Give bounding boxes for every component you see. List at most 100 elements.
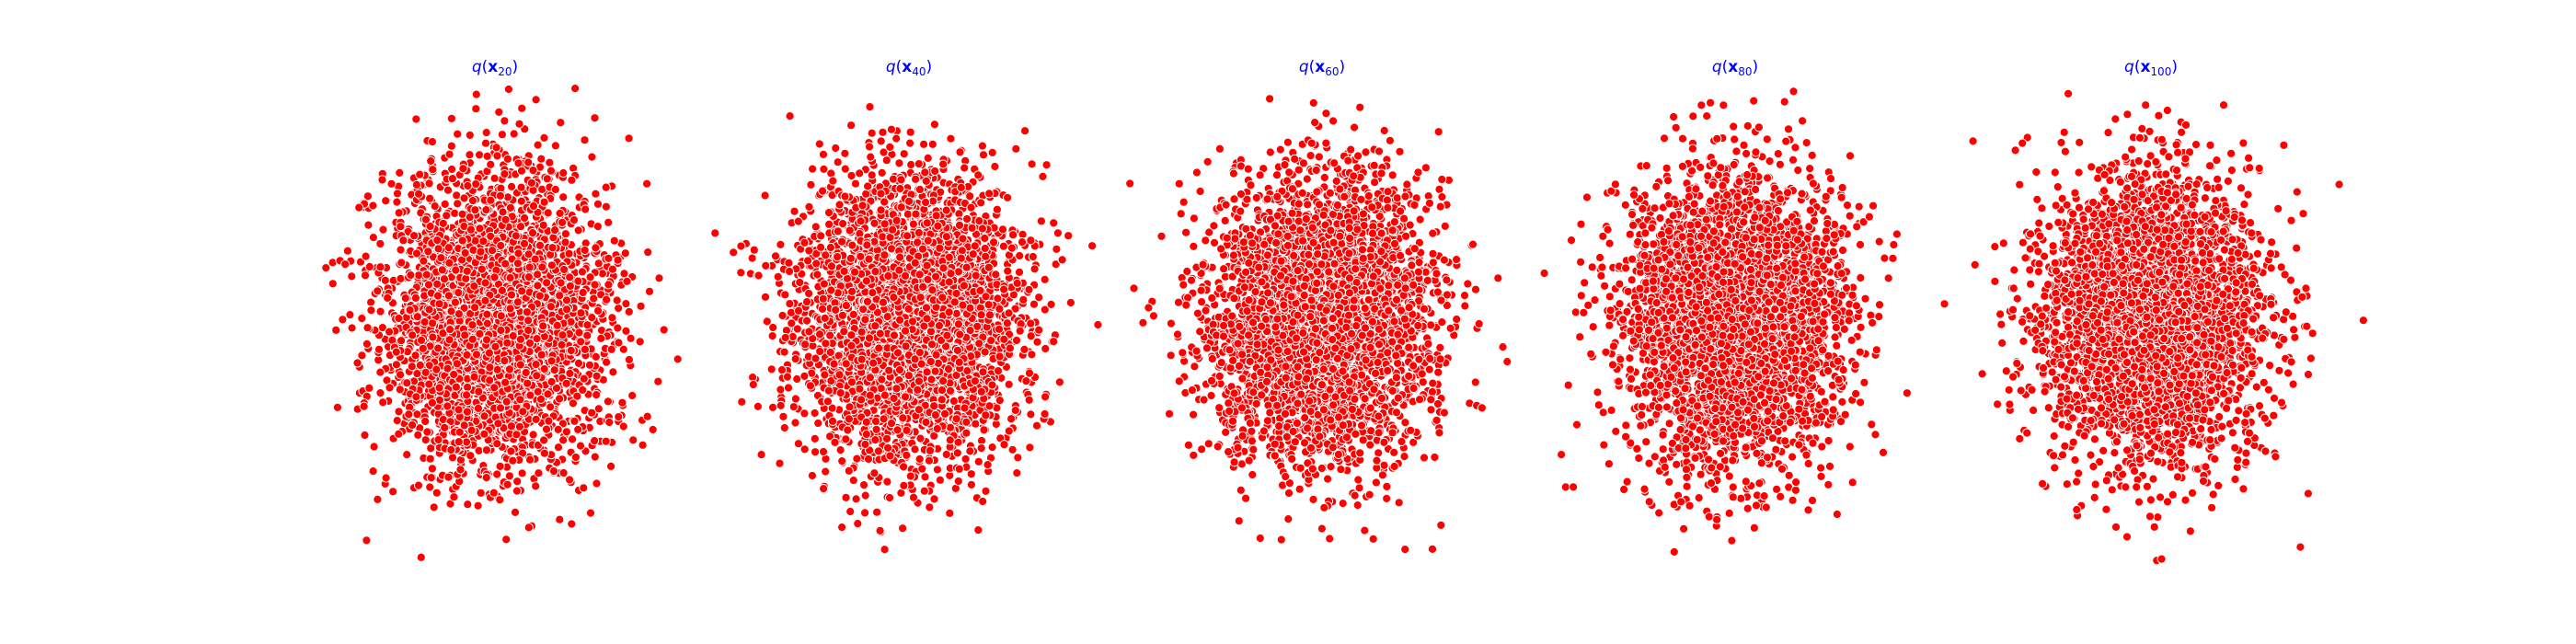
scatter-point [1054, 377, 1065, 387]
scatter-point [453, 129, 463, 139]
scatter-point [381, 196, 391, 206]
scatter-point [628, 435, 638, 445]
scatter-point [575, 441, 586, 451]
scatter-point [524, 338, 535, 349]
scatter-point [799, 408, 810, 419]
scatter-point [459, 420, 469, 431]
scatter-point [486, 159, 496, 169]
scatter-point [363, 220, 374, 230]
scatter-point [497, 285, 508, 295]
scatter-point [485, 362, 495, 373]
scatter-point [548, 466, 559, 477]
scatter-point [853, 519, 863, 529]
scatter-point [505, 202, 516, 213]
scatter-point [394, 429, 404, 439]
scatter-point [591, 351, 601, 362]
scatter-point [552, 320, 562, 330]
scatter-point [424, 178, 434, 189]
scatter-point [407, 362, 417, 372]
scatter-point [578, 385, 588, 395]
scatter-point [929, 120, 940, 130]
scatter-point [561, 295, 572, 305]
scatter-point [567, 175, 577, 185]
scatter-point [442, 211, 452, 221]
scatter-point [473, 500, 483, 511]
scatter-point [601, 182, 611, 192]
scatter-point [531, 481, 541, 491]
scatter-point [489, 272, 500, 282]
scatter-point [409, 231, 420, 241]
scatter-point [397, 258, 407, 268]
scatter-point [377, 175, 387, 185]
scatter-point [567, 519, 577, 529]
scatter-point [876, 136, 886, 146]
scatter-point [424, 379, 434, 389]
scatter-point [579, 374, 589, 384]
scatter-point [402, 378, 412, 388]
scatter-point [451, 382, 461, 392]
scatter-point [642, 178, 652, 189]
scatter-point [495, 495, 505, 505]
scatter-point [627, 390, 638, 401]
scatter-point [513, 248, 523, 259]
scatter-point [538, 321, 548, 331]
scatter-point [550, 141, 561, 151]
scatter-point [562, 305, 572, 315]
scatter-point [621, 299, 631, 309]
scatter-point [553, 424, 563, 434]
scatter-point [434, 383, 444, 393]
scatter-point [602, 357, 612, 367]
scatter-point [894, 158, 904, 168]
scatter-point [481, 205, 491, 215]
scatter-point [617, 397, 627, 408]
scatter-point [835, 445, 845, 455]
scatter-point [378, 397, 388, 408]
scatter-point [359, 401, 369, 411]
scatter-point [523, 272, 535, 282]
scatter-point [550, 225, 560, 236]
scatter-point [579, 483, 589, 493]
scatter-point [515, 222, 526, 232]
scatter-point [454, 437, 464, 447]
scatter-point [470, 205, 480, 215]
scatter-point [601, 201, 612, 212]
scatter-point [505, 304, 515, 314]
scatter-point [471, 104, 481, 114]
scatter-point [481, 335, 492, 345]
scatter-point [545, 157, 555, 167]
scatter-point [555, 514, 565, 524]
scatter-point [392, 189, 403, 199]
scatter-point [502, 338, 512, 348]
scatter-point [425, 193, 435, 203]
scatter-point [469, 281, 479, 292]
scatter-point [547, 243, 558, 253]
scatter-point [512, 477, 523, 487]
scatter-point [360, 270, 371, 281]
scatter-point [523, 378, 533, 388]
scatter-point [466, 224, 476, 235]
scatter-point [391, 347, 401, 357]
scatter-point [542, 174, 552, 184]
scatter-point [527, 228, 538, 238]
scatter-point [411, 248, 422, 259]
scatter-point [463, 382, 473, 393]
scatter-point [558, 217, 568, 227]
scatter-point [523, 249, 534, 259]
scatter-point [395, 167, 405, 178]
scatter-point [539, 363, 549, 374]
scatter-point [489, 173, 500, 183]
scatter-point [397, 336, 407, 346]
scatter-point [565, 475, 575, 485]
scatter-point [564, 248, 574, 259]
scatter-point [593, 305, 604, 316]
scatter-point [620, 248, 630, 259]
scatter-point [457, 236, 467, 246]
scatter-point [425, 454, 435, 464]
scatter-point [467, 320, 477, 330]
scatter-point [544, 416, 554, 426]
scatter-point [383, 293, 393, 303]
scatter-point [576, 337, 586, 347]
scatter-point [362, 339, 372, 349]
scatter-point [381, 473, 391, 483]
